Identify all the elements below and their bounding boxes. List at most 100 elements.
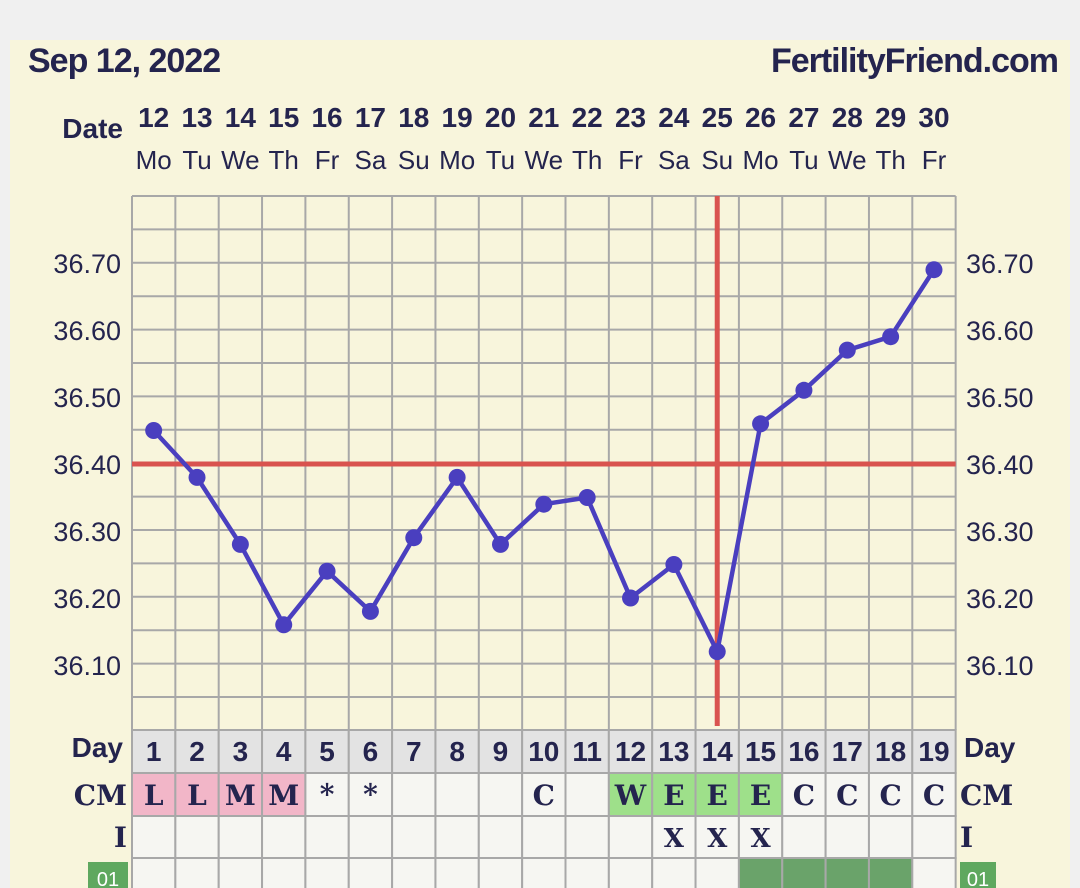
temperature-point (882, 328, 900, 346)
weekday-tick-label: Mo (439, 145, 475, 175)
cm-value: E (750, 779, 771, 812)
date-tick-label: 17 (355, 102, 386, 133)
bottom-cell (391, 857, 437, 888)
temperature-point (752, 415, 770, 433)
temperature-point (622, 589, 640, 607)
weekday-tick-label: Tu (789, 145, 818, 175)
i-cell (781, 815, 827, 859)
weekday-tick-label: Th (875, 145, 905, 175)
i-cell (521, 815, 567, 859)
cm-row-label-left: CM (74, 779, 127, 812)
y-tick-label-right: 36.50 (966, 383, 1034, 413)
bottom-cell (261, 857, 307, 888)
cm-cell (434, 772, 480, 817)
cycle-day-label: 15 (745, 736, 776, 767)
cm-value: C (533, 779, 555, 812)
date-tick-label: 16 (311, 102, 342, 133)
temperature-point (491, 535, 509, 553)
date-tick-label: 28 (832, 102, 863, 133)
cm-value: C (923, 779, 945, 812)
cm-value: M (225, 779, 256, 812)
cycle-day-label: 2 (189, 736, 205, 767)
day-cell (477, 729, 524, 774)
temperature-point (578, 489, 596, 506)
weekday-tick-label: We (221, 145, 260, 175)
date-tick-label: 19 (442, 102, 473, 133)
bottom-cell (911, 857, 957, 888)
cm-cell (521, 772, 567, 817)
bottom-cell (434, 857, 480, 888)
day-row-label-left: Day (72, 732, 124, 763)
bottom-cell (347, 857, 394, 888)
weekday-tick-label: Tu (182, 145, 211, 175)
i-cell (131, 815, 177, 859)
y-tick-label-right: 36.70 (966, 249, 1034, 279)
weekday-tick-label: Fr (922, 145, 947, 175)
day-cell (261, 729, 307, 774)
cycle-day-label: 14 (702, 736, 734, 767)
i-cell (607, 815, 654, 859)
i-cell (564, 815, 610, 859)
cm-value: C (836, 779, 858, 812)
date-tick-label: 23 (615, 102, 646, 133)
cycle-day-label: 3 (233, 736, 249, 767)
bottom-cell (781, 857, 827, 888)
temperature-point (188, 468, 206, 486)
i-value: X (664, 824, 685, 854)
y-tick-label-right: 36.60 (966, 316, 1034, 346)
cm-cell (174, 772, 220, 817)
temperature-point (795, 381, 813, 399)
date-tick-label: 24 (658, 102, 690, 133)
brand-name[interactable]: FertilityFriend.com (770, 42, 1059, 80)
i-cell (477, 815, 524, 859)
cm-value: L (187, 779, 207, 812)
day-row-label-right: Day (964, 732, 1016, 763)
weekday-tick-label: We (525, 145, 564, 175)
cycle-day-label: 6 (363, 736, 379, 767)
i-cell (824, 815, 870, 859)
temperature-point (448, 468, 466, 486)
y-tick-label-left: 36.20 (53, 584, 121, 614)
weekday-tick-label: Sa (355, 145, 387, 175)
date-tick-label: 21 (528, 102, 559, 133)
weekday-tick-label: Th (572, 145, 602, 175)
cycle-day-label: 7 (406, 736, 422, 767)
bottom-cell (217, 857, 264, 888)
day-cell (607, 729, 654, 774)
cycle-day-label: 18 (875, 736, 906, 767)
temperature-point (535, 495, 553, 513)
temperature-point (405, 529, 423, 547)
cm-cell (391, 772, 437, 817)
cm-cell (824, 772, 870, 817)
day-cell (694, 729, 740, 774)
cycle-day-label: 17 (832, 736, 863, 767)
i-cell (347, 815, 394, 859)
weekday-tick-label: Mo (743, 145, 779, 175)
cm-value: M (268, 779, 299, 812)
day-cell (347, 729, 394, 774)
i-cell (911, 815, 957, 859)
y-tick-label-left: 36.60 (53, 316, 121, 346)
bottom-cell (737, 857, 784, 888)
i-cell (434, 815, 480, 859)
i-cell (261, 815, 307, 859)
cycle-day-label: 1 (146, 736, 162, 767)
bottom-cell (607, 857, 654, 888)
date-tick-label: 30 (918, 102, 949, 133)
temperature-point (275, 616, 293, 634)
temperature-point (665, 556, 683, 573)
weekday-tick-label: Tu (486, 145, 515, 175)
cm-value: C (793, 779, 815, 812)
cm-value: C (879, 779, 901, 812)
bottom-cell (564, 857, 610, 888)
weekday-tick-label: Fr (315, 145, 340, 175)
cycle-day-label: 16 (788, 736, 819, 767)
cycle-day-label: 9 (493, 736, 509, 767)
bottom-cell (867, 857, 914, 888)
bottom-badge-right (960, 862, 996, 888)
i-value: X (750, 824, 771, 854)
y-tick-label-left: 36.40 (53, 450, 121, 480)
bottom-cell (824, 857, 870, 888)
i-cell (174, 815, 220, 859)
